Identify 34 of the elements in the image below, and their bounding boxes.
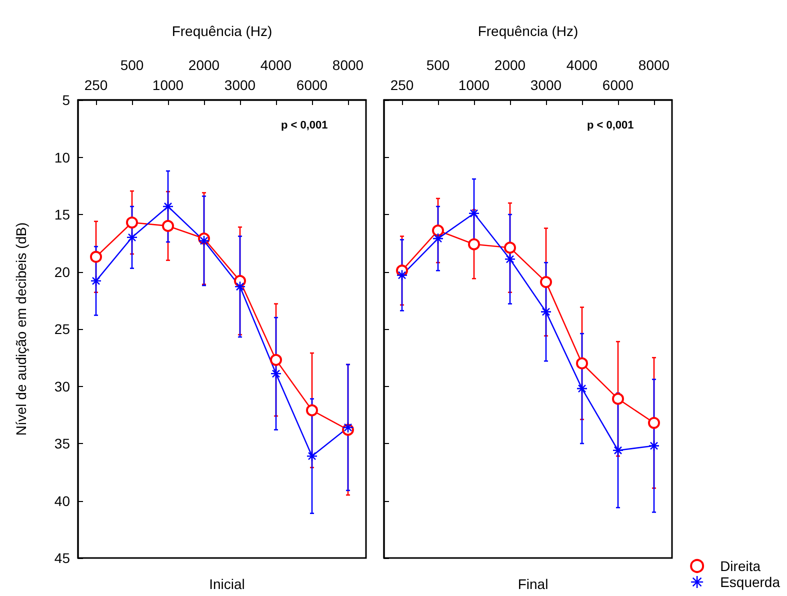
y-tick-label: 35 — [54, 436, 70, 452]
x-tick-label: 8000 — [332, 57, 364, 73]
x-tick-label: 250 — [84, 77, 108, 93]
x-axis-title: Frequência (Hz) — [478, 23, 578, 39]
x-tick-label: 3000 — [530, 77, 562, 93]
x-tick-label: 6000 — [602, 77, 634, 93]
x-tick-label: 2000 — [494, 57, 526, 73]
x-tick-label: 4000 — [260, 57, 292, 73]
y-tick-label: 20 — [54, 264, 70, 280]
legend-label: Esquerda — [720, 574, 780, 590]
y-axis-title: Nível de audição em decibeis (dB) — [13, 222, 29, 436]
legend-label: Direita — [720, 558, 761, 574]
x-tick-label: 500 — [426, 57, 450, 73]
annotation: p < 0,001 — [281, 120, 328, 132]
x-tick-label: 3000 — [224, 77, 256, 93]
x-tick-label: 4000 — [566, 57, 598, 73]
x-tick-label: 8000 — [638, 57, 670, 73]
x-tick-label: 250 — [390, 77, 414, 93]
y-tick-label: 45 — [54, 550, 70, 566]
x-tick-label: 1000 — [458, 77, 490, 93]
x-tick-label: 1000 — [152, 77, 184, 93]
y-tick-label: 15 — [54, 206, 70, 222]
x-tick-label: 6000 — [296, 77, 328, 93]
y-tick-label: 40 — [54, 492, 70, 509]
y-tick-label: 25 — [54, 321, 70, 337]
annotation: p < 0,001 — [587, 120, 634, 132]
x-tick-label: 500 — [120, 57, 144, 73]
x-axis-title: Frequência (Hz) — [172, 23, 272, 39]
y-tick-label: 5 — [62, 92, 70, 108]
y-tick-label: 10 — [54, 149, 70, 166]
text: Inicial — [209, 576, 245, 592]
text: Final — [518, 576, 548, 592]
y-tick-label: 30 — [54, 378, 70, 394]
x-tick-label: 2000 — [188, 57, 220, 73]
